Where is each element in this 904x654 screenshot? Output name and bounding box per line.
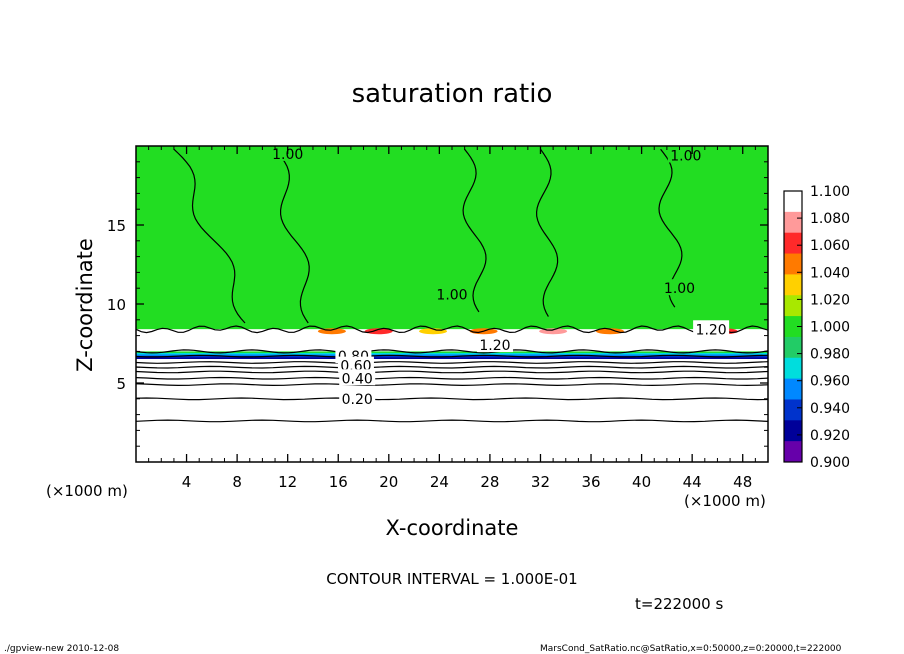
cloud-top-patch <box>596 328 624 335</box>
contour-label-bg <box>476 336 513 353</box>
contour-label: 1.00 <box>670 148 701 164</box>
contour-label-bg <box>693 320 730 337</box>
x-tick-label: 40 <box>632 473 651 491</box>
cloud-top-patch <box>364 328 393 335</box>
contour-label: 1.00 <box>272 147 303 163</box>
colorbar-swatch <box>784 336 802 359</box>
colorbar-label: 1.020 <box>810 292 850 308</box>
contour-label: 0.40 <box>342 371 373 387</box>
contour-label-bg <box>661 279 698 296</box>
colorbar-label: 1.000 <box>810 320 850 336</box>
x-axis-label: X-coordinate <box>386 516 519 540</box>
contour-label: 1.00 <box>436 288 467 304</box>
contour-line <box>136 370 768 374</box>
x-tick-label: 16 <box>329 473 348 491</box>
contour-line <box>136 419 768 423</box>
colorbar-swatch <box>784 441 802 463</box>
contour-label: 0.20 <box>342 392 373 408</box>
contour-line <box>136 354 768 358</box>
contour-label: 1.20 <box>479 338 510 354</box>
y-tick-label: 15 <box>107 217 126 235</box>
footer-right: MarsCond_SatRatio.nc@SatRatio,x=0:50000,… <box>540 644 842 654</box>
colorbar-swatch <box>784 191 802 213</box>
y-axis-label: Z-coordinate <box>73 238 97 372</box>
x-tick-label: 44 <box>683 473 702 491</box>
contour-line <box>136 376 768 380</box>
x-tick-label: 36 <box>581 473 600 491</box>
cloud-base-fringe <box>136 352 768 355</box>
colorbar-label: 1.100 <box>810 184 850 200</box>
contour-labels: 1.001.001.001.001.201.200.800.600.400.20 <box>269 146 730 408</box>
contour-line <box>136 361 768 364</box>
colorbar: 1.100 1.080 1.060 1.040 1.020 1.000 0.980 0.960… <box>783 184 850 471</box>
colorbar-swatch <box>784 399 802 421</box>
contour-interval: CONTOUR INTERVAL = 1.000E-01 <box>326 570 577 588</box>
contour-line-upper <box>535 148 559 317</box>
cloud-base-fringe <box>136 357 768 359</box>
contour-label-bg <box>339 389 376 406</box>
contour-line-upper <box>274 148 310 324</box>
colorbar-label: 1.060 <box>810 238 850 254</box>
y-axis-ticks: 5 10 15 <box>107 161 768 447</box>
colorbar-label: 0.960 <box>810 374 850 390</box>
time-stamp: t=222000 s <box>635 595 723 613</box>
x-tick-label: 32 <box>531 473 550 491</box>
colorbar-label: 0.940 <box>810 401 850 417</box>
x-tick-label: 20 <box>379 473 398 491</box>
x-tick-label: 4 <box>182 473 192 491</box>
x-tick-label: 12 <box>278 473 297 491</box>
contour-label: 1.00 <box>664 281 695 297</box>
colorbar-swatch <box>784 378 802 400</box>
colorbar-swatch <box>784 420 802 442</box>
colorbar-label: 0.980 <box>810 347 850 363</box>
x-axis-ticks: 4 8 12 16 20 24 28 32 36 40 44 48 <box>148 146 756 491</box>
x-axis-unit-right: (×1000 m) <box>684 492 766 510</box>
contour-label-bg <box>667 146 704 163</box>
contour-line <box>136 365 768 369</box>
contour-line-upper <box>173 148 246 324</box>
cloud-base-contour <box>136 349 768 354</box>
x-tick-label: 24 <box>430 473 449 491</box>
y-tick-label: 10 <box>107 296 126 314</box>
colorbar-swatch <box>784 357 802 380</box>
cloud-base-fringe <box>136 351 768 353</box>
colorbar-label: 0.900 <box>810 455 850 471</box>
y-tick-label: 5 <box>116 375 126 393</box>
contour-line-upper <box>462 148 487 313</box>
colorbar-swatch <box>784 316 802 338</box>
chart-title: saturation ratio <box>352 79 553 109</box>
colorbar-swatch <box>784 295 802 317</box>
colorbar-swatch <box>784 253 802 275</box>
cloud-edge-colors <box>136 328 768 359</box>
x-axis-unit-left: (×1000 m) <box>46 482 128 500</box>
x-tick-label: 8 <box>232 473 242 491</box>
cloud-band <box>136 329 768 352</box>
colorbar-swatch <box>784 274 802 296</box>
cloud-base-fringe <box>136 354 768 356</box>
x-tick-label: 28 <box>480 473 499 491</box>
colorbar-swatch <box>784 211 802 234</box>
contour-label-bg <box>434 285 470 302</box>
contour-label-bg <box>337 356 374 373</box>
footer-left: ./gpview-new 2010-12-08 <box>4 644 119 654</box>
contour-label-bg <box>339 369 376 386</box>
colorbar-label: 0.920 <box>810 428 850 444</box>
x-tick-label: 48 <box>733 473 752 491</box>
contour-lines <box>136 148 768 423</box>
plot-area: 1.001.001.001.001.201.200.800.600.400.20 <box>136 146 768 462</box>
colorbar-swatch <box>784 232 802 255</box>
cloud-top-contour <box>136 325 768 334</box>
contour-line <box>136 397 768 401</box>
colorbar-label: 1.080 <box>810 211 850 227</box>
contour-label: 1.20 <box>696 322 727 338</box>
contour-line <box>136 383 768 387</box>
colorbar-label: 1.040 <box>810 265 850 281</box>
